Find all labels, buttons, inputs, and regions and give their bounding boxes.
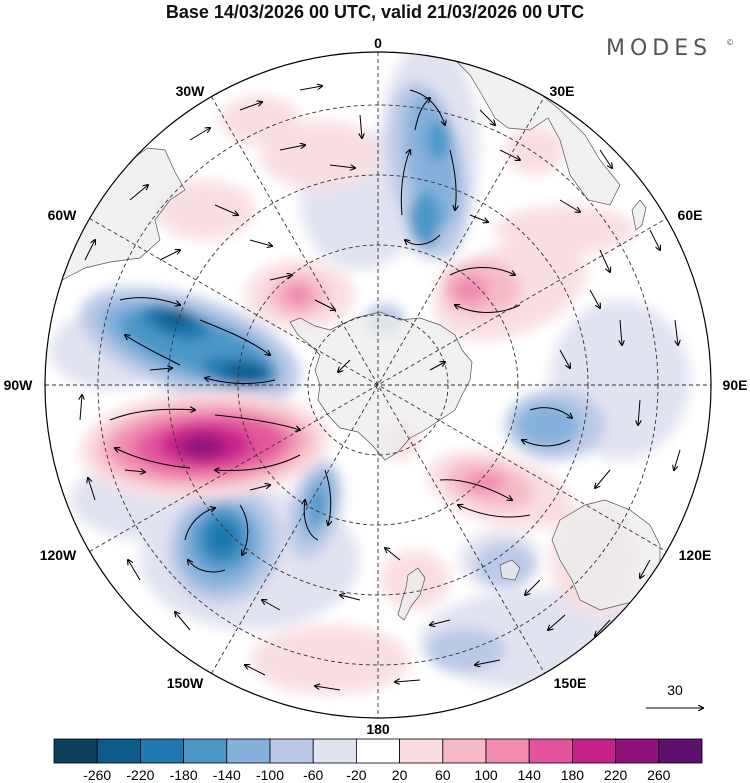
colorbar-swatch [139, 738, 184, 764]
colorbar-tick-label: -60 [303, 767, 323, 783]
colorbar-swatch [355, 738, 400, 764]
colorbar-swatch [53, 738, 98, 764]
colorbar-tick-label: 260 [647, 767, 671, 783]
colorbar-tick-label: -20 [346, 767, 366, 783]
colorbar-swatch [442, 738, 487, 764]
colorbar-swatch [399, 738, 444, 764]
lon-label-90e: 90E [723, 377, 748, 393]
lon-label-30w: 30W [176, 83, 206, 99]
colorbar-swatch [312, 738, 357, 764]
colorbar-swatch [226, 738, 271, 764]
wind-reference: 30 [646, 682, 703, 708]
colorbar-swatch [269, 738, 314, 764]
brand-mark: © [726, 38, 734, 47]
madagascar [631, 199, 647, 231]
colorbar-tick-label: -220 [126, 767, 154, 783]
chart-title: Base 14/03/2026 00 UTC, valid 21/03/2026… [166, 2, 584, 22]
brand-logo: MODES [606, 36, 712, 61]
colorbar-swatch [96, 738, 141, 764]
new-zealand [397, 567, 426, 621]
map-border [44, 51, 712, 719]
colorbar-tick-label: -140 [213, 767, 241, 783]
antarctica [289, 311, 473, 461]
lon-label-0: 0 [374, 35, 382, 51]
lon-label-120e: 120E [679, 547, 712, 563]
colorbar-swatch [615, 738, 660, 764]
lon-label-60w: 60W [48, 207, 78, 223]
colorbar-swatch [183, 738, 228, 764]
colorbar-swatch [528, 738, 573, 764]
wind-reference-value: 30 [667, 682, 683, 698]
colorbar-tick-label: -180 [170, 767, 198, 783]
colorbar-tick-label: 60 [435, 767, 451, 783]
graticule [45, 52, 711, 718]
colorbar: -260 -220 -180 -140 -100 -60 -20 20 60 100 140 180 2… [53, 738, 703, 783]
colorbar-tick-label: 20 [392, 767, 408, 783]
colorbar-tick-label: 220 [604, 767, 628, 783]
colorbar-tick-label: 100 [474, 767, 498, 783]
colorbar-tick-label: 140 [518, 767, 542, 783]
wind-vectors [80, 86, 680, 691]
lon-label-150e: 150E [554, 675, 587, 691]
lon-label-120w: 120W [40, 547, 77, 563]
lon-label-60e: 60E [678, 207, 703, 223]
colorbar-swatch [572, 738, 617, 764]
colorbar-tick-label: -100 [256, 767, 284, 783]
colorbar-tick-label: -260 [83, 767, 111, 783]
lon-label-90w: 90W [4, 377, 34, 393]
land-masses [61, 59, 661, 621]
longitude-labels: 0 30E 60E 90E 120E 150E 180 150W 120W 90… [4, 35, 748, 737]
lon-label-150w: 150W [167, 675, 204, 691]
colorbar-swatch [658, 738, 703, 764]
lon-label-180: 180 [366, 721, 390, 737]
lon-label-30e: 30E [550, 83, 575, 99]
tasmania [499, 559, 521, 581]
colorbar-swatch [485, 738, 530, 764]
map-disc [45, 52, 711, 718]
colorbar-tick-label: 180 [561, 767, 585, 783]
